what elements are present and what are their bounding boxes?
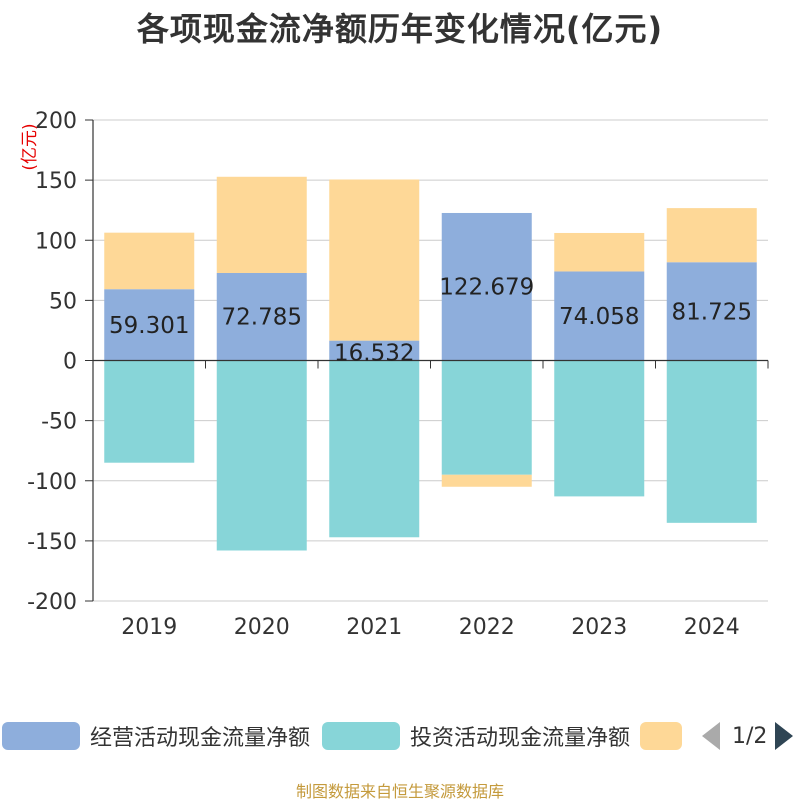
bar-operating	[216, 272, 307, 361]
bar-groups	[104, 176, 757, 551]
bar-investing	[329, 360, 420, 538]
legend-swatch-financing	[640, 722, 682, 750]
legend-page-indicator: 1/2	[732, 723, 768, 749]
data-labels: 59.301 72.785 16.532 122.679 74.058 81.725	[109, 275, 752, 367]
bar-investing	[441, 360, 532, 475]
y-tick-label: -200	[27, 590, 77, 615]
bar-financing	[441, 474, 532, 487]
y-tick-label: 100	[35, 229, 77, 254]
data-label: 122.679	[439, 275, 534, 301]
bar-financing	[554, 232, 645, 272]
y-tick-label: 0	[63, 350, 77, 375]
data-label: 72.785	[222, 305, 302, 331]
x-tick-label: 2019	[121, 615, 177, 640]
bar-financing	[104, 232, 195, 290]
x-tick-label: 2024	[684, 615, 740, 640]
legend-swatch-operating	[2, 722, 80, 750]
data-label: 81.725	[672, 299, 752, 325]
x-tick-label: 2023	[571, 615, 627, 640]
y-tick-label: 150	[35, 169, 77, 194]
bar-investing	[554, 360, 645, 497]
x-tick-label: 2021	[346, 615, 402, 640]
legend-next-page-icon[interactable]	[775, 722, 794, 750]
bar-investing	[104, 360, 195, 463]
y-tick-label: -50	[41, 410, 77, 435]
y-tick-label: 50	[49, 289, 77, 314]
legend-pager: 1/2	[700, 716, 800, 756]
legend-item-financing[interactable]	[640, 716, 682, 756]
chart-canvas: 200 150 100 50 0 -50 -100 -150 -200 2019 2020 2021 2…	[20, 109, 769, 640]
bar-investing	[216, 360, 307, 551]
chart-title: 各项现金流净额历年变化情况(亿元)	[136, 10, 664, 48]
y-tick-label: -150	[27, 530, 77, 555]
bar-operating	[666, 262, 757, 361]
data-label: 16.532	[334, 341, 414, 367]
bar-financing	[666, 208, 757, 263]
legend: 经营活动现金流量净额 投资活动现金流量净额	[0, 716, 800, 756]
x-tick-label: 2020	[234, 615, 290, 640]
legend-label-operating: 经营活动现金流量净额	[90, 726, 311, 751]
bar-investing	[666, 360, 757, 523]
y-tick-label: 200	[35, 109, 77, 134]
x-tick-label: 2022	[459, 615, 515, 640]
y-axis-label: (亿元)	[20, 123, 40, 170]
bar-operating	[104, 289, 195, 361]
bar-financing	[329, 179, 420, 341]
y-tick-label: -100	[27, 470, 77, 495]
legend-swatch-investing	[322, 722, 400, 750]
legend-label-investing: 投资活动现金流量净额	[410, 726, 631, 751]
data-label: 59.301	[109, 313, 189, 339]
data-label: 74.058	[559, 304, 639, 330]
legend-prev-page-icon[interactable]	[702, 722, 720, 750]
bar-operating	[441, 212, 532, 361]
grid-lines	[93, 119, 768, 602]
bar-operating	[329, 340, 420, 361]
axes: 200 150 100 50 0 -50 -100 -150 -200 2019 2020 2021 2…	[27, 109, 769, 640]
legend-item-investing[interactable]: 投资活动现金流量净额	[322, 716, 630, 756]
legend-item-operating[interactable]: 经营活动现金流量净额	[2, 716, 310, 756]
bar-financing	[216, 176, 307, 273]
source-note: 制图数据来自恒生聚源数据库	[295, 782, 504, 801]
bar-operating	[554, 271, 645, 361]
